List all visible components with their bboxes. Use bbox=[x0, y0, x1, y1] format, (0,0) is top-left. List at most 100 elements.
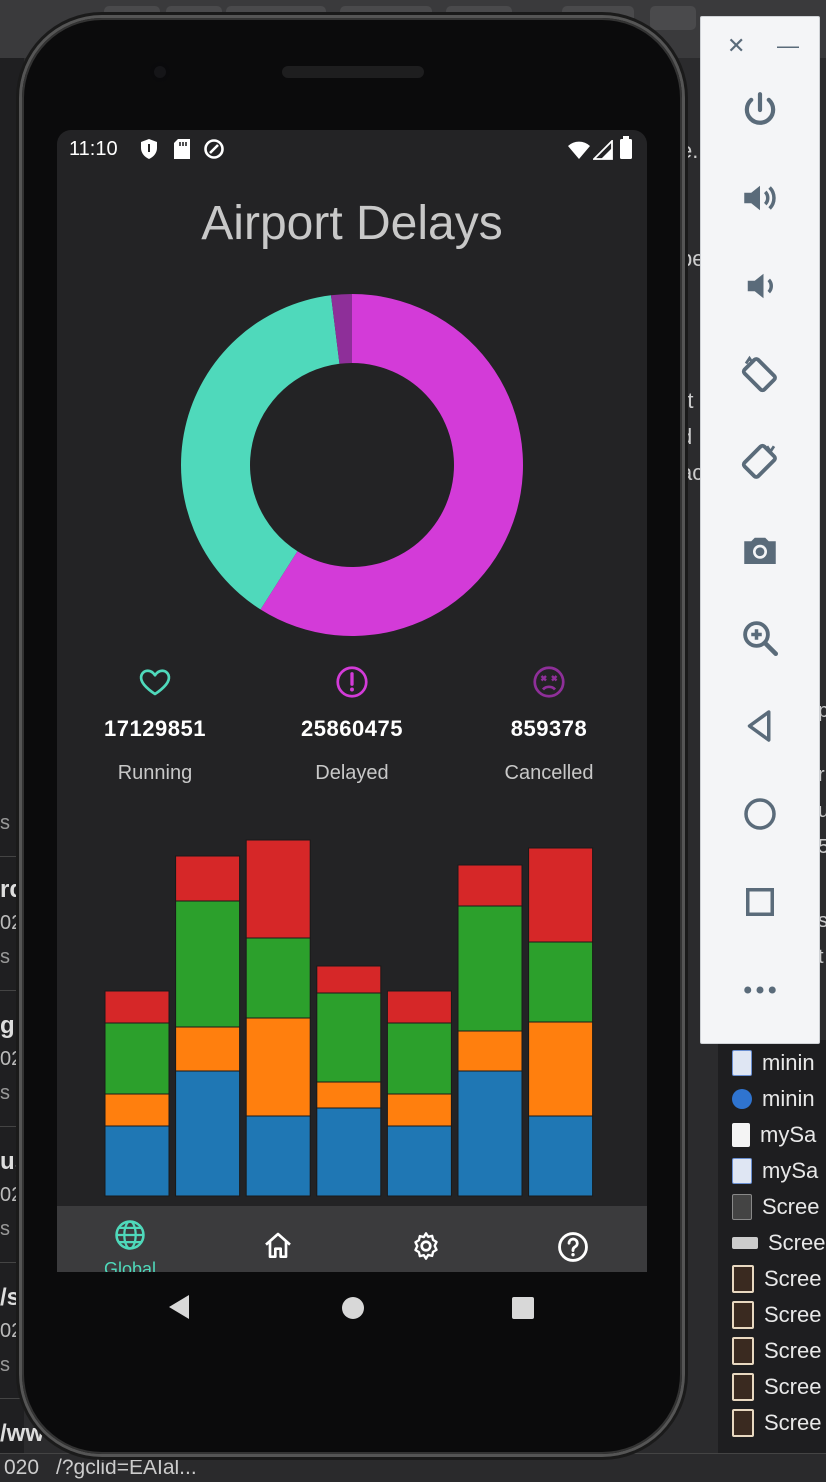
file-icon bbox=[732, 1337, 754, 1365]
browser-status-bar: 020 /?gclid=EAIal... bbox=[0, 1453, 826, 1482]
left-fragment: 02 bbox=[0, 1048, 23, 1070]
file-item[interactable]: Scree bbox=[732, 1190, 819, 1224]
right-fragment: u bbox=[818, 800, 826, 822]
volume-up-icon[interactable] bbox=[737, 175, 783, 221]
nav-home[interactable] bbox=[218, 1230, 338, 1267]
right-fragment: 5 bbox=[818, 836, 826, 858]
bar-segment-4-4 bbox=[316, 965, 382, 994]
sad-face-icon bbox=[533, 666, 565, 698]
emulator-toolbar: ✕ — bbox=[700, 16, 820, 1044]
more-icon[interactable] bbox=[737, 967, 783, 1013]
bar-segment-2-2 bbox=[175, 1026, 241, 1072]
mid-fragment: t bbox=[680, 318, 687, 343]
divider bbox=[0, 1262, 24, 1263]
right-fragment: s bbox=[818, 910, 826, 932]
file-item[interactable]: minin bbox=[732, 1082, 815, 1116]
left-fragment: /ww bbox=[0, 1420, 45, 1447]
bar-segment-3-2 bbox=[245, 1017, 311, 1117]
bar-segment-4-2 bbox=[316, 1081, 382, 1109]
bar-segment-6-4 bbox=[457, 864, 523, 907]
back-icon[interactable] bbox=[737, 703, 783, 749]
file-name: mySa bbox=[760, 1122, 817, 1147]
file-item[interactable]: Scree bbox=[732, 1226, 825, 1260]
desktop-middle-text: e. pe t rt d ac bbox=[680, 130, 704, 630]
file-item[interactable]: minin bbox=[732, 1046, 815, 1080]
power-icon[interactable] bbox=[737, 87, 783, 133]
bar-segment-5-3 bbox=[386, 1022, 452, 1095]
file-name: Scree bbox=[768, 1230, 826, 1255]
stat-delayed: 25860475 Delayed bbox=[262, 664, 442, 785]
file-icon bbox=[732, 1050, 752, 1076]
bar-segment-5-1 bbox=[386, 1125, 452, 1197]
left-fragment: rd bbox=[0, 876, 24, 903]
file-name: Scree bbox=[764, 1266, 822, 1291]
stat-label: Cancelled bbox=[504, 762, 594, 784]
bar-segment-3-1 bbox=[245, 1115, 311, 1197]
file-item[interactable]: Scree bbox=[732, 1262, 821, 1296]
phone-frame: 11:10 Airport Delays 17129851 Running 25… bbox=[22, 18, 682, 1454]
stat-value: 859378 bbox=[510, 716, 588, 741]
nav-settings[interactable] bbox=[366, 1230, 486, 1267]
right-fragment: t bbox=[818, 946, 824, 968]
settings-icon bbox=[414, 1232, 438, 1260]
overview-icon[interactable] bbox=[737, 879, 783, 925]
file-icon bbox=[732, 1237, 758, 1249]
bar-segment-3-4 bbox=[245, 839, 311, 939]
donut-slice-cancelled bbox=[330, 294, 352, 364]
rotate-right-icon[interactable] bbox=[737, 439, 783, 485]
bar-segment-1-1 bbox=[104, 1125, 170, 1197]
mid-fragment: e. bbox=[680, 138, 699, 163]
bar-segment-3-3 bbox=[245, 937, 311, 1019]
home-circle-icon[interactable] bbox=[737, 791, 783, 837]
mid-fragment: rt bbox=[680, 388, 694, 413]
bar-segment-6-1 bbox=[457, 1070, 523, 1197]
nav-help[interactable] bbox=[513, 1230, 633, 1269]
back-icon[interactable] bbox=[167, 1294, 191, 1320]
bar-segment-7-1 bbox=[528, 1115, 594, 1197]
left-fragment: g bbox=[0, 1012, 15, 1039]
right-fragment: p bbox=[818, 700, 826, 722]
left-fragment: 02 bbox=[0, 1184, 23, 1206]
file-icon bbox=[732, 1409, 754, 1437]
camera-icon[interactable] bbox=[737, 527, 783, 573]
bar-segment-7-4 bbox=[528, 847, 594, 943]
overview-icon[interactable] bbox=[511, 1296, 535, 1320]
home-circle-icon[interactable] bbox=[341, 1296, 365, 1320]
close-window-button[interactable]: ✕ bbox=[727, 33, 746, 58]
file-name: Scree bbox=[764, 1374, 822, 1399]
globe-icon bbox=[115, 1220, 145, 1250]
file-item[interactable]: mySa bbox=[732, 1154, 818, 1188]
file-name: Scree bbox=[764, 1302, 822, 1327]
file-item[interactable]: mySa bbox=[732, 1118, 816, 1152]
nav-global[interactable]: Global bbox=[70, 1218, 190, 1272]
file-name: mySa bbox=[762, 1158, 819, 1183]
bar-segment-6-3 bbox=[457, 905, 523, 1032]
stat-value: 25860475 bbox=[301, 716, 403, 741]
stat-label: Running bbox=[117, 762, 193, 784]
file-name: minin bbox=[762, 1050, 815, 1075]
volume-down-icon[interactable] bbox=[737, 263, 783, 309]
file-item[interactable]: Scree bbox=[732, 1370, 821, 1404]
rotate-left-icon[interactable] bbox=[737, 351, 783, 397]
bar-segment-7-2 bbox=[528, 1021, 594, 1117]
status-fragment: 020 bbox=[4, 1456, 40, 1479]
file-item[interactable]: Scree bbox=[732, 1406, 821, 1440]
signal-icon bbox=[593, 140, 613, 160]
divider bbox=[0, 990, 24, 991]
toolbar-button[interactable] bbox=[650, 6, 696, 30]
left-fragment: s bbox=[0, 1354, 10, 1376]
zoom-icon[interactable] bbox=[737, 615, 783, 661]
minimize-window-button[interactable]: — bbox=[777, 33, 799, 58]
shield-icon bbox=[141, 139, 157, 159]
bar-segment-6-2 bbox=[457, 1030, 523, 1072]
left-fragment: /s bbox=[0, 1284, 21, 1311]
status-time: 11:10 bbox=[69, 138, 118, 160]
left-fragment: 02 bbox=[0, 1320, 23, 1342]
bar-segment-1-3 bbox=[104, 1022, 170, 1095]
file-item[interactable]: Scree bbox=[732, 1334, 821, 1368]
file-name: Scree bbox=[764, 1410, 822, 1435]
file-item[interactable]: Scree bbox=[732, 1298, 821, 1332]
finder-file-list: minin minin mySa mySa Scree Scree Scree … bbox=[718, 1040, 826, 1482]
bottom-navigation: Global bbox=[57, 1206, 647, 1272]
bar-segment-7-3 bbox=[528, 941, 594, 1023]
